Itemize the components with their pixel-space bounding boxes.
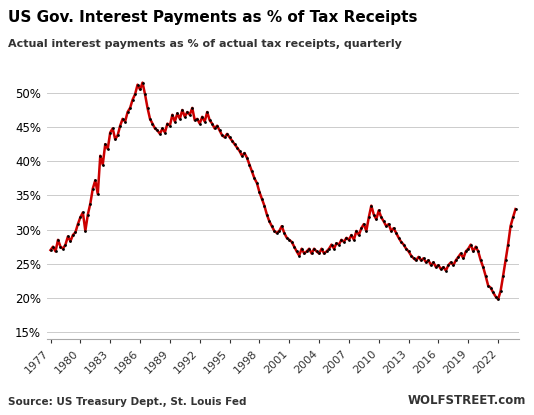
Text: Source: US Treasury Dept., St. Louis Fed: Source: US Treasury Dept., St. Louis Fed (8, 397, 247, 407)
Text: US Gov. Interest Payments as % of Tax Receipts: US Gov. Interest Payments as % of Tax Re… (8, 10, 418, 25)
Text: WOLFSTREET.com: WOLFSTREET.com (407, 394, 526, 407)
Text: Actual interest payments as % of actual tax receipts, quarterly: Actual interest payments as % of actual … (8, 39, 402, 49)
